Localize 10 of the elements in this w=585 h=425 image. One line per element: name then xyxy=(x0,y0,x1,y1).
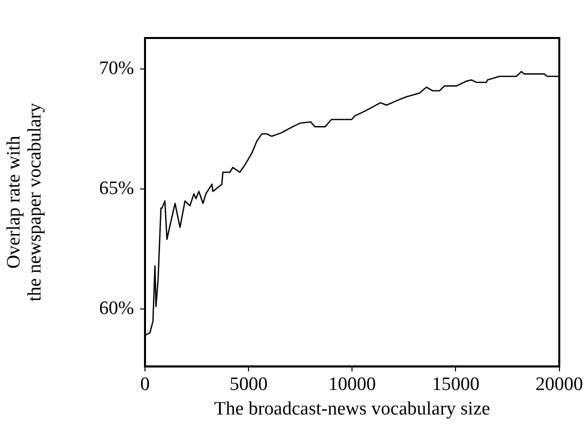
x-tick-label: 0 xyxy=(140,374,150,395)
y-axis-title: Overlap rate with the newspaper vocabulary xyxy=(3,102,46,302)
y-tick-label: 65% xyxy=(99,178,134,199)
x-axis-title: The broadcast-news vocabulary size xyxy=(214,398,490,420)
y-tick-label: 70% xyxy=(99,58,134,80)
x-tick-label: 10000 xyxy=(328,374,376,395)
x-tick-label: 15000 xyxy=(432,374,480,395)
y-tick-label: 60% xyxy=(99,298,134,319)
x-tick-label: 20000 xyxy=(536,374,583,395)
x-tick-label: 5000 xyxy=(230,374,268,395)
